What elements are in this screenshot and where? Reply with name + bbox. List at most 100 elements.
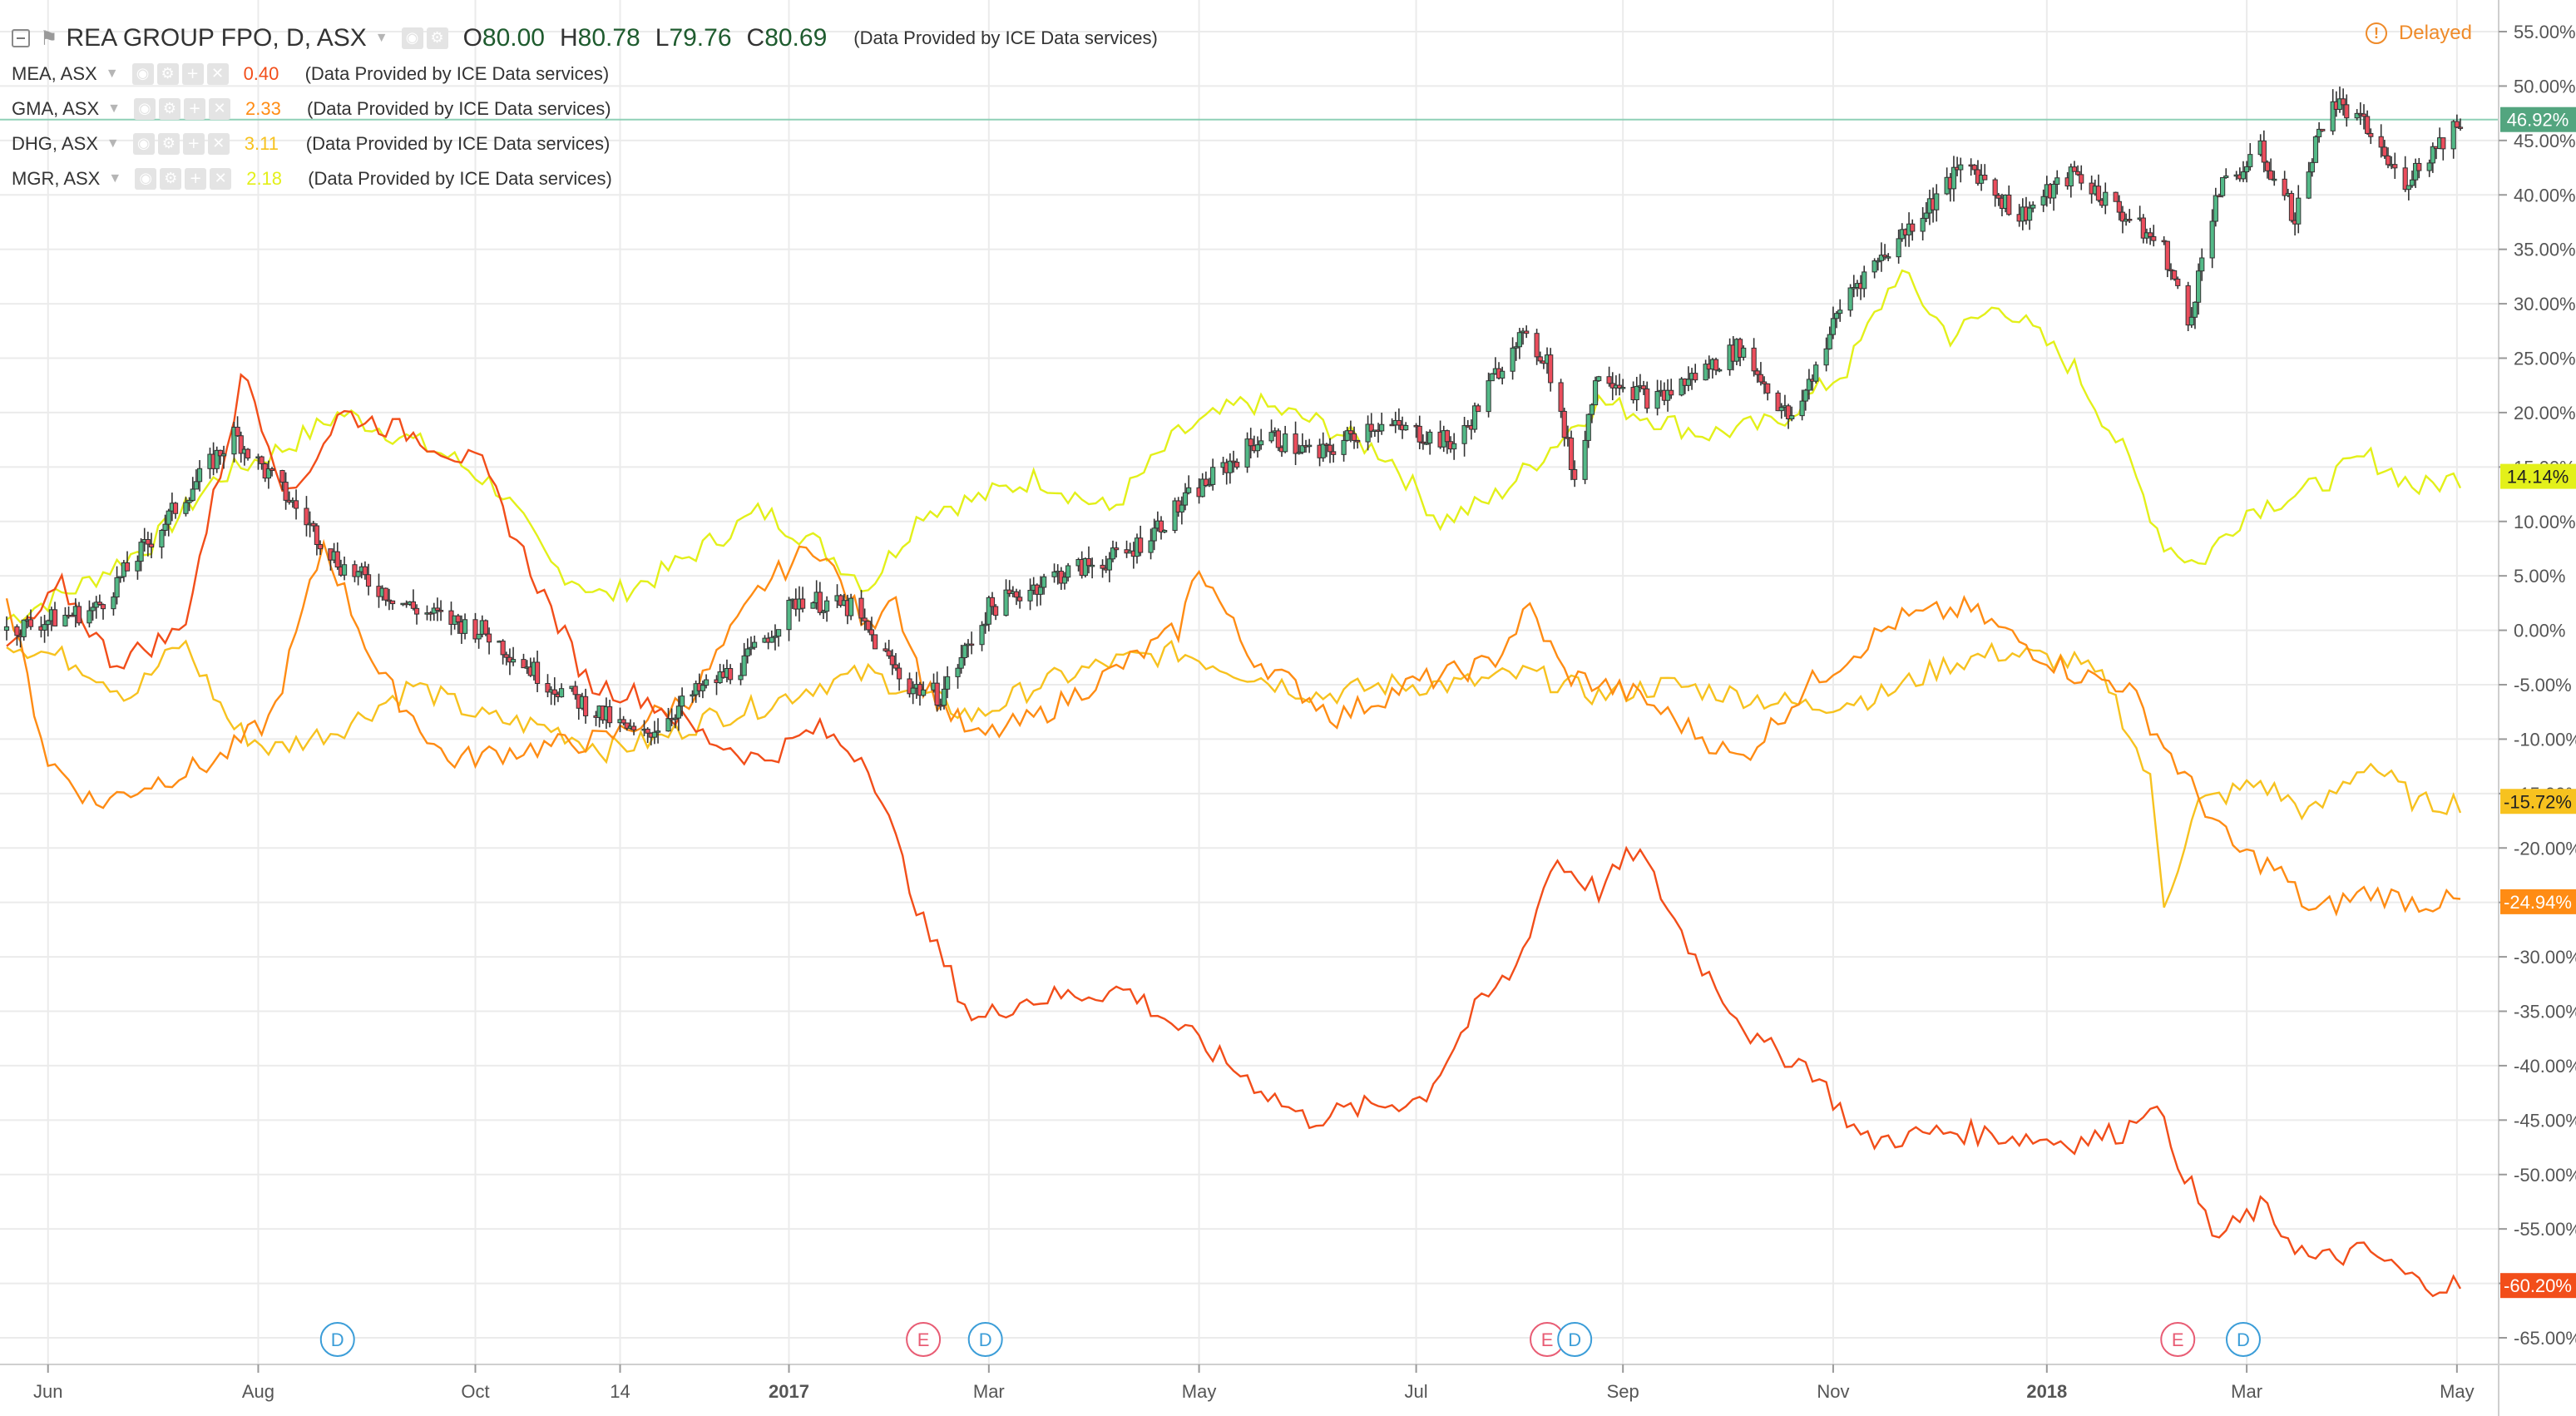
candle-body <box>2365 116 2371 134</box>
chevron-down-icon[interactable]: ▼ <box>105 67 119 81</box>
candle-body <box>231 426 237 455</box>
plus-icon[interactable]: + <box>184 98 205 120</box>
candle-body <box>1299 445 1305 453</box>
legend-row-mea[interactable]: MEA, ASX ▼ ◉ ⚙ + ✕ 0.40 (Data Provided by ICE D… <box>12 57 1158 92</box>
candle-body <box>993 606 999 616</box>
candle-body <box>1037 587 1044 595</box>
earnings-marker[interactable]: E <box>906 1322 942 1357</box>
last-value-text: 14.14% <box>2507 467 2569 488</box>
candle-body <box>521 659 527 669</box>
candle-body <box>1017 597 1023 602</box>
x-tick-label: Aug <box>242 1381 274 1402</box>
candle-body <box>510 659 517 663</box>
dividend-marker[interactable]: D <box>2225 1322 2261 1357</box>
eye-icon[interactable]: ◉ <box>131 63 154 85</box>
candle-body <box>1923 212 1929 219</box>
plus-icon[interactable]: + <box>181 63 204 85</box>
close-icon[interactable]: ✕ <box>209 98 230 120</box>
candle-body <box>87 610 92 624</box>
candle-body <box>2244 166 2250 173</box>
event-circle <box>967 1322 1003 1357</box>
x-axis[interactable]: Jun Aug Oct 14 2017 Mar May Jul Sep Nov 2018 Mar May <box>33 1364 2475 1402</box>
flag-icon[interactable]: ⚑ <box>40 27 58 50</box>
collapse-icon[interactable] <box>12 29 30 47</box>
candle-body <box>2368 132 2374 137</box>
candle-body <box>2361 113 2367 117</box>
gear-icon[interactable]: ⚙ <box>159 98 180 120</box>
comparison-series <box>5 269 2462 1298</box>
delayed-badge[interactable]: ! Delayed <box>2365 22 2472 45</box>
candle-body <box>2185 285 2191 326</box>
candle-body <box>1741 347 1747 358</box>
candle-body <box>786 600 792 631</box>
candle-body <box>1799 400 1805 417</box>
legend-symbol[interactable]: DHG, ASX <box>12 133 98 154</box>
y-tick-label: -5.00% <box>2514 675 2572 696</box>
candle-body <box>2272 178 2277 181</box>
eye-icon[interactable]: ◉ <box>135 168 157 190</box>
candle-body <box>1158 520 1164 532</box>
legend-symbol[interactable]: MEA, ASX <box>12 63 97 84</box>
candle-body <box>1582 439 1588 480</box>
chevron-down-icon[interactable]: ▼ <box>374 31 388 45</box>
legend-row-gma[interactable]: GMA, ASX ▼ ◉ ⚙ + ✕ 2.33 (Data Provided by ICE D… <box>12 92 1158 126</box>
ohlc-key: O <box>462 24 482 52</box>
event-circle <box>319 1322 355 1357</box>
event-label: D <box>2237 1329 2250 1350</box>
legend-row-mgr[interactable]: MGR, ASX ▼ ◉ ⚙ + ✕ 2.18 (Data Provided by ICE D… <box>12 161 1158 196</box>
x-tick-label: 2018 <box>2026 1381 2067 1402</box>
candle-body <box>1199 478 1205 498</box>
close-icon[interactable]: ✕ <box>210 168 232 190</box>
plus-icon[interactable]: + <box>182 133 205 155</box>
dividend-marker[interactable]: D <box>1557 1322 1593 1357</box>
candle-body <box>2116 201 2122 213</box>
ohlc-key: H <box>560 24 578 52</box>
eye-icon[interactable]: ◉ <box>132 133 155 155</box>
eye-icon[interactable]: ◉ <box>401 27 423 49</box>
close-icon[interactable]: ✕ <box>206 63 229 85</box>
legend-main-row[interactable]: ⚑ REA GROUP FPO, D, ASX ▼ ◉ ⚙ O80.00 H80.… <box>12 20 1158 57</box>
earnings-marker[interactable]: E <box>2160 1322 2196 1357</box>
candle-body <box>434 607 441 611</box>
plus-icon[interactable]: + <box>185 168 207 190</box>
y-tick-label: 30.00% <box>2514 294 2576 314</box>
chevron-down-icon[interactable]: ▼ <box>107 101 121 116</box>
gear-icon[interactable]: ⚙ <box>156 63 179 85</box>
earnings-marker[interactable]: E <box>1530 1322 1565 1357</box>
chevron-down-icon[interactable]: ▼ <box>106 136 120 151</box>
y-axis[interactable]: 55.00% 50.00% 45.00% 40.00% 35.00% 30.00% 25.0… <box>2499 22 2576 1349</box>
candle-body <box>1106 558 1112 571</box>
candle-body <box>2312 136 2319 163</box>
candle-body <box>1355 439 1361 443</box>
gear-icon[interactable]: ⚙ <box>160 168 182 190</box>
candle-body <box>193 481 199 490</box>
gear-icon[interactable]: ⚙ <box>426 27 448 49</box>
candle-body <box>1758 374 1764 383</box>
main-symbol[interactable]: REA GROUP FPO, D, ASX <box>66 24 367 52</box>
gear-icon[interactable]: ⚙ <box>157 133 180 155</box>
legend-symbol[interactable]: MGR, ASX <box>12 168 101 189</box>
last-value-label: -60.20% <box>2500 1273 2576 1299</box>
candle-body <box>1847 287 1853 311</box>
candle-body <box>910 687 916 695</box>
candle-body <box>162 523 168 531</box>
eye-icon[interactable]: ◉ <box>134 98 156 120</box>
last-value-bg <box>2500 1273 2576 1299</box>
dividend-marker[interactable]: D <box>319 1322 355 1357</box>
y-tick-label: 10.00% <box>2514 512 2576 532</box>
candle-body <box>2430 146 2435 164</box>
dividend-marker[interactable]: D <box>967 1322 1003 1357</box>
last-value-label: 14.14% <box>2500 463 2576 489</box>
candle-body <box>45 620 51 626</box>
legend-symbol[interactable]: GMA, ASX <box>12 98 100 119</box>
candle-body <box>235 426 240 437</box>
chevron-down-icon[interactable]: ▼ <box>108 171 122 186</box>
candle-body <box>2413 162 2419 181</box>
candle-body <box>190 488 195 501</box>
close-icon[interactable]: ✕ <box>207 133 230 155</box>
legend-row-dhg[interactable]: DHG, ASX ▼ ◉ ⚙ + ✕ 3.11 (Data Provided by ICE D… <box>12 126 1158 161</box>
candle-body <box>1524 330 1530 334</box>
